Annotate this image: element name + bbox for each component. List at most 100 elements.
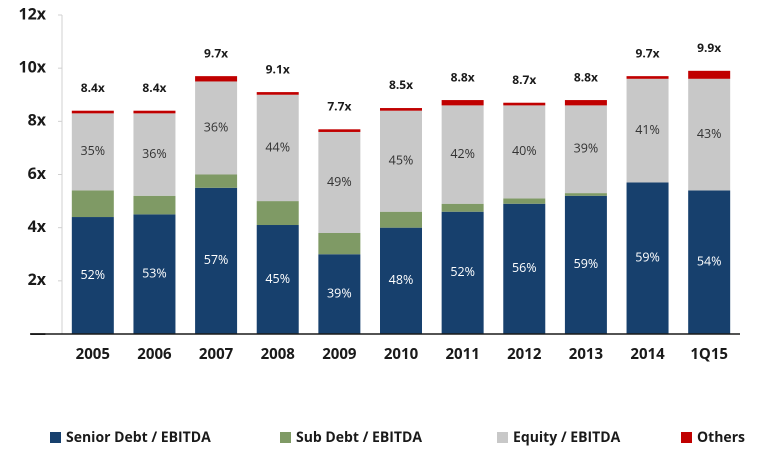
bar-segment — [318, 232, 361, 255]
x-tick-label: 1Q15 — [690, 344, 728, 364]
share-label: 40% — [512, 142, 537, 159]
share-label: 41% — [635, 121, 660, 138]
x-tick-label: 2013 — [569, 344, 603, 364]
share-label: 36% — [142, 145, 167, 162]
total-label: 9.7x — [635, 44, 659, 61]
bar-segment — [688, 70, 731, 79]
bar-segment — [71, 217, 114, 334]
bar-segment — [688, 190, 731, 334]
share-label: 42% — [450, 145, 475, 162]
share-label: 39% — [327, 284, 352, 301]
x-tick-label: 2007 — [199, 344, 234, 364]
bar-segment — [380, 108, 422, 111]
total-label: 9.7x — [204, 44, 228, 61]
bar-segment — [503, 203, 546, 334]
bar-segment — [195, 76, 238, 82]
share-label: 53% — [142, 265, 167, 282]
share-label: 59% — [574, 255, 599, 272]
total-label: 7.7x — [327, 98, 351, 115]
bar-segment — [133, 110, 176, 114]
total-label: 8.5x — [389, 76, 413, 93]
legend-label: Senior Debt / EBITDA — [66, 428, 211, 447]
bar-segment — [688, 78, 731, 191]
x-tick-label: 2012 — [507, 344, 542, 364]
bar-segment — [564, 100, 607, 106]
share-label: 36% — [204, 118, 229, 135]
legend-label: Equity / EBITDA — [513, 428, 621, 447]
share-label: 54% — [697, 253, 722, 270]
bar-segment — [441, 100, 484, 106]
x-tick-label: 2008 — [261, 344, 296, 364]
bar-segment — [564, 105, 607, 194]
bar-segment — [256, 92, 299, 95]
share-label: 39% — [574, 140, 599, 157]
x-tick-label: 2014 — [630, 344, 665, 364]
bar-segment — [380, 110, 422, 212]
bar-segment — [195, 81, 238, 175]
share-label: 45% — [389, 152, 414, 169]
y-tick-label: 10x — [18, 55, 46, 77]
y-tick-label: — — [30, 321, 46, 343]
bar-segment — [318, 254, 361, 334]
share-label: 59% — [635, 249, 660, 266]
bar-segment — [71, 190, 114, 218]
x-tick-label: 2011 — [445, 344, 479, 364]
share-label: 57% — [204, 251, 229, 268]
y-tick-label: 8x — [28, 109, 47, 131]
legend-swatch — [50, 432, 61, 443]
total-label: 8.4x — [142, 79, 166, 96]
bar-segment — [380, 211, 422, 228]
share-label: 44% — [265, 138, 290, 155]
total-label: 8.4x — [81, 79, 105, 96]
share-label: 48% — [389, 271, 414, 288]
bar-segment — [626, 182, 669, 334]
bar-segment — [441, 105, 484, 204]
legend-label: Others — [697, 428, 745, 447]
bar-segment — [256, 201, 299, 226]
bar-segment — [503, 105, 546, 199]
total-label: 9.9x — [697, 39, 721, 56]
bar-segment — [380, 227, 422, 334]
bar-segment — [564, 193, 607, 196]
bar-segment — [133, 113, 176, 196]
bar-segment — [318, 129, 361, 132]
bar-segment — [256, 225, 299, 334]
total-label: 9.1x — [266, 60, 290, 77]
total-label: 8.8x — [451, 68, 475, 85]
share-label: 45% — [265, 270, 290, 287]
bar-segment — [441, 211, 484, 334]
y-tick-label: 12x — [18, 2, 46, 24]
bar-segment — [133, 214, 176, 334]
y-tick-label: 2x — [28, 268, 47, 290]
share-label: 49% — [327, 173, 352, 190]
x-tick-label: 2010 — [384, 344, 419, 364]
bar-segment — [503, 102, 546, 106]
bar-segment — [564, 195, 607, 334]
bar-segment — [626, 76, 669, 79]
legend-swatch — [681, 432, 692, 443]
legend-swatch — [280, 432, 291, 443]
share-label: 52% — [80, 266, 105, 283]
share-label: 43% — [697, 125, 722, 142]
bar-segment — [71, 110, 114, 114]
total-label: 8.8x — [574, 68, 598, 85]
legend-label: Sub Debt / EBITDA — [296, 428, 422, 447]
bar-segment — [318, 131, 361, 233]
bar-segment — [256, 94, 299, 202]
bar-segment — [133, 195, 176, 215]
bar-segment — [195, 174, 238, 188]
bar-segment — [503, 198, 546, 204]
x-tick-label: 2005 — [76, 344, 110, 364]
share-label: 56% — [512, 259, 537, 276]
y-tick-label: 6x — [28, 162, 47, 184]
total-label: 8.7x — [512, 71, 536, 88]
x-tick-label: 2009 — [322, 344, 357, 364]
bar-segment — [626, 78, 669, 183]
legend-swatch — [497, 432, 508, 443]
y-tick-label: 4x — [28, 215, 47, 237]
bar-segment — [441, 203, 484, 212]
share-label: 52% — [450, 263, 475, 280]
bar-segment — [71, 113, 114, 191]
bar-segment — [195, 187, 238, 334]
